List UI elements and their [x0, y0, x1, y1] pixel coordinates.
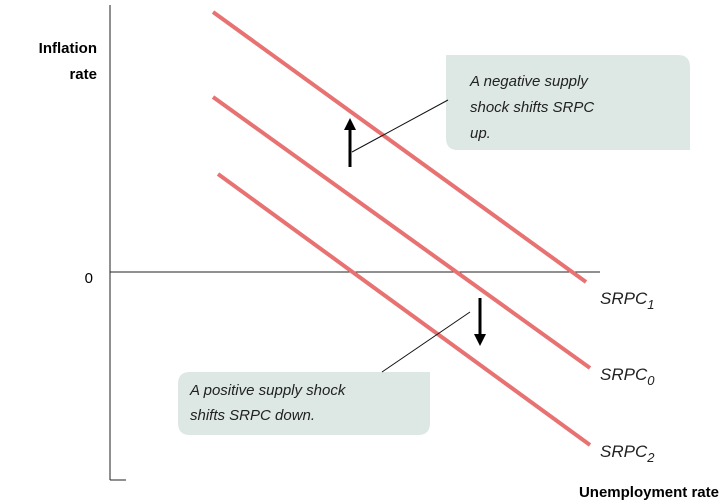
curve	[211, 95, 592, 370]
note-text: A negative supply	[469, 73, 589, 90]
y-axis-label: Inflation	[39, 40, 97, 57]
note-text: shock shifts SRPC	[470, 99, 594, 116]
note-box	[178, 372, 430, 435]
connector	[351, 99, 449, 153]
note-text: A positive supply shock	[189, 382, 347, 399]
curve-sub: 1	[647, 297, 654, 312]
curve-label: SRPC1	[600, 289, 654, 312]
curve	[216, 172, 592, 447]
connector	[381, 311, 471, 373]
zero-label: 0	[85, 270, 93, 287]
curve-label: SRPC0	[600, 365, 655, 388]
curve-name: SRPC	[600, 365, 648, 384]
curve-name: SRPC	[600, 442, 648, 461]
y-axis-label: rate	[69, 66, 97, 83]
curve-sub: 2	[646, 450, 655, 465]
arrow-head	[344, 118, 356, 130]
note-text: up.	[470, 125, 491, 142]
curve	[211, 10, 588, 284]
curve-label: SRPC2	[600, 442, 655, 465]
x-axis-label: Unemployment rate	[579, 484, 719, 501]
note-box	[446, 55, 690, 150]
arrow-head	[474, 334, 486, 346]
curve-sub: 0	[647, 373, 655, 388]
curve-name: SRPC	[600, 289, 648, 308]
note-text: shifts SRPC down.	[190, 407, 315, 424]
